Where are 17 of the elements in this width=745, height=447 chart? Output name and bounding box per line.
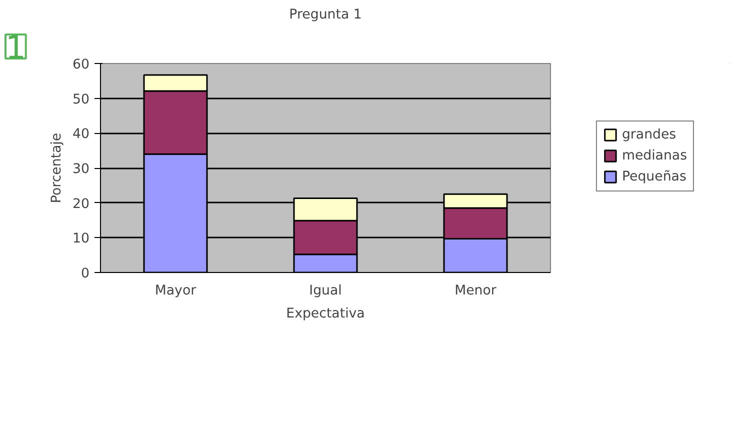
y-tick-label: 50 bbox=[72, 92, 90, 108]
y-tick-label: 20 bbox=[72, 196, 90, 212]
x-axis-title: Expectativa bbox=[286, 306, 365, 322]
chart-title: Pregunta 1 bbox=[289, 8, 362, 22]
legend-label: grandes bbox=[622, 127, 676, 142]
y-tick-label: 30 bbox=[72, 162, 90, 177]
x-tick-label: Igual bbox=[309, 284, 342, 298]
y-tick-label: 0 bbox=[81, 266, 90, 282]
y-tick-label: 40 bbox=[72, 127, 90, 142]
legend-label: Pequeñas bbox=[622, 169, 686, 184]
text: 1 bbox=[6, 28, 26, 66]
x-tick-label: Menor bbox=[454, 284, 497, 298]
y-axis-title: Porcentaje bbox=[50, 132, 65, 204]
y-tick-label: 60 bbox=[72, 58, 90, 72]
legend-label: medianas bbox=[622, 148, 688, 163]
y-tick-label: 10 bbox=[72, 232, 90, 247]
x-tick-label: Mayor bbox=[154, 284, 197, 298]
